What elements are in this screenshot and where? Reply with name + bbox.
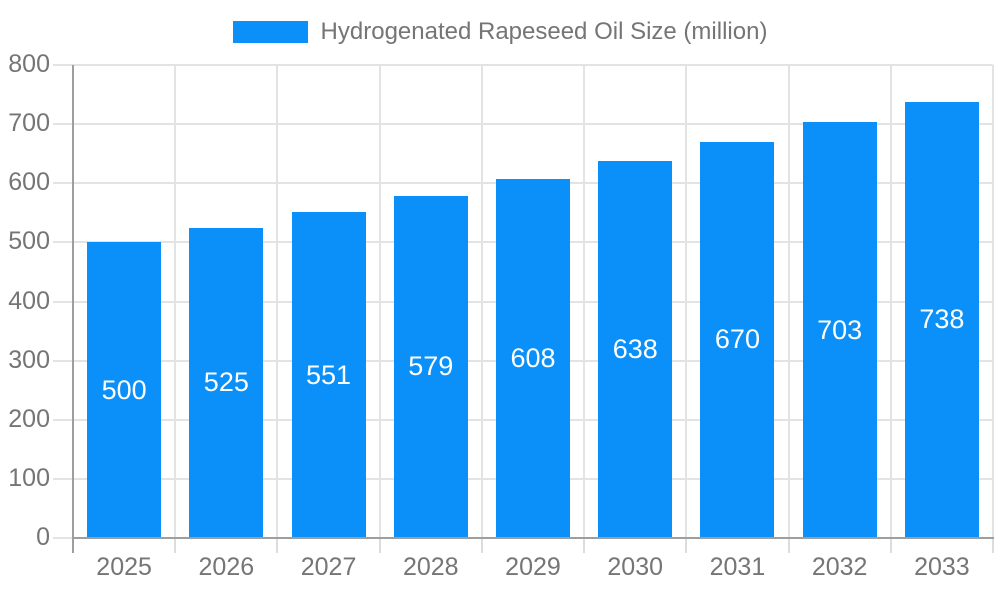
legend-item[interactable]: Hydrogenated Rapeseed Oil Size (million) xyxy=(232,18,768,46)
x-tick-label-2032: 2032 xyxy=(811,553,868,581)
y-axis-line xyxy=(72,65,74,553)
v-gridline-8 xyxy=(889,65,892,538)
y-tick-label-600: 600 xyxy=(8,168,50,197)
bar-2027[interactable]: 551 xyxy=(291,212,366,538)
x-tick-8 xyxy=(889,538,892,553)
bar-value-label: 551 xyxy=(306,359,352,390)
x-tick-1 xyxy=(174,538,177,553)
bar-value-label: 670 xyxy=(714,324,760,355)
y-tick-200 xyxy=(53,418,73,421)
bar-2029[interactable]: 608 xyxy=(496,178,570,538)
bar-2032[interactable]: 703 xyxy=(802,122,877,538)
x-tick-label-2025: 2025 xyxy=(96,553,152,581)
bar-value-label: 738 xyxy=(919,304,965,335)
bar-value-label: 703 xyxy=(817,314,863,345)
v-gridline-3 xyxy=(378,65,381,538)
x-tick-label-2030: 2030 xyxy=(607,553,664,581)
bar-value-label: 525 xyxy=(203,367,249,398)
y-tick-label-400: 400 xyxy=(8,286,50,315)
y-tick-label-300: 300 xyxy=(8,345,50,374)
x-tick-5 xyxy=(583,538,586,553)
bar-2031[interactable]: 670 xyxy=(700,141,775,538)
y-tick-label-500: 500 xyxy=(8,227,50,256)
h-gridline-700 xyxy=(73,123,993,126)
y-tick-300 xyxy=(53,359,73,362)
v-gridline-9 xyxy=(992,65,994,538)
y-tick-400 xyxy=(53,300,73,303)
y-tick-label-700: 700 xyxy=(8,109,50,138)
v-gridline-1 xyxy=(174,65,177,538)
plot-area: 500 525 551 579 608 638 670 703 738 xyxy=(73,64,994,538)
bar-value-label: 500 xyxy=(101,374,147,405)
v-gridline-2 xyxy=(276,65,279,538)
y-tick-label-200: 200 xyxy=(8,404,50,433)
bar-2028[interactable]: 579 xyxy=(393,195,468,538)
x-tick-label-2027: 2027 xyxy=(300,553,357,581)
x-tick-label-2033: 2033 xyxy=(914,553,970,581)
bar-2033[interactable]: 738 xyxy=(904,101,979,538)
x-tick-label-2031: 2031 xyxy=(709,553,766,581)
bar-value-label: 608 xyxy=(510,342,556,373)
v-gridline-6 xyxy=(685,65,688,538)
y-tick-100 xyxy=(53,477,73,480)
h-gridline-800 xyxy=(73,64,993,66)
x-tick-4 xyxy=(480,538,483,553)
x-axis-line xyxy=(73,537,994,539)
y-tick-label-800: 800 xyxy=(8,50,50,78)
y-tick-600 xyxy=(53,182,73,185)
x-tick-7 xyxy=(787,538,790,553)
x-tick-label-2028: 2028 xyxy=(402,553,459,581)
bar-2025[interactable]: 500 xyxy=(87,242,162,538)
x-tick-6 xyxy=(685,538,688,553)
y-tick-label-0: 0 xyxy=(36,523,50,551)
x-tick-label-2029: 2029 xyxy=(505,553,561,581)
x-tick-2 xyxy=(276,538,279,553)
legend-label: Hydrogenated Rapeseed Oil Size (million) xyxy=(320,18,768,45)
x-tick-3 xyxy=(378,538,381,553)
v-gridline-7 xyxy=(787,65,790,538)
v-gridline-5 xyxy=(583,65,586,538)
bar-2026[interactable]: 525 xyxy=(189,227,264,538)
v-gridline-4 xyxy=(480,65,483,538)
y-tick-500 xyxy=(53,241,73,244)
y-tick-700 xyxy=(53,123,73,126)
y-tick-label-100: 100 xyxy=(8,463,50,492)
bar-value-label: 579 xyxy=(408,351,454,382)
bar-value-label: 638 xyxy=(612,333,658,364)
chart-legend: Hydrogenated Rapeseed Oil Size (million) xyxy=(0,14,1000,50)
y-tick-800 xyxy=(53,64,73,66)
x-tick-9 xyxy=(992,538,994,553)
legend-color-swatch xyxy=(232,21,308,43)
bar-2030[interactable]: 638 xyxy=(598,160,673,538)
y-tick-0 xyxy=(53,537,73,539)
x-tick-label-2026: 2026 xyxy=(198,553,255,581)
